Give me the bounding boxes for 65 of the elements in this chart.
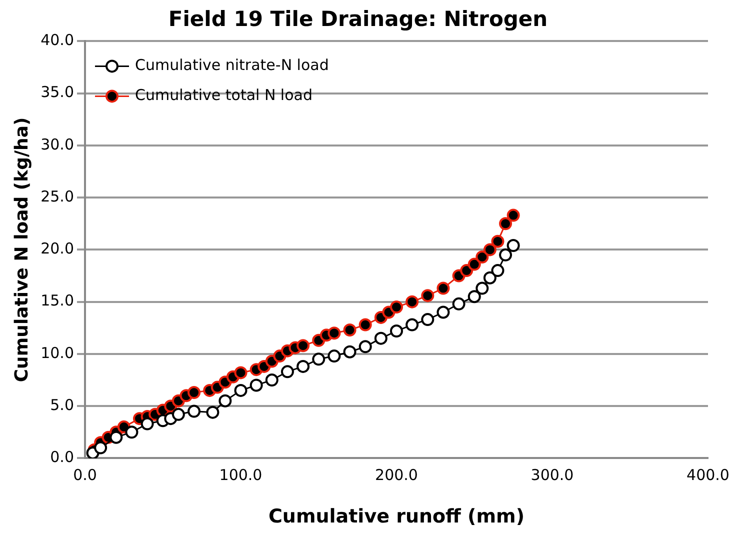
point — [476, 282, 489, 295]
point — [296, 360, 310, 373]
point — [499, 248, 512, 262]
y-tick-label: 40.0 — [40, 31, 74, 50]
x-tick-label: 400.0 — [686, 466, 730, 484]
point — [206, 406, 220, 419]
point — [390, 324, 403, 338]
x-tick-label: 100.0 — [219, 466, 262, 484]
point — [125, 426, 138, 439]
y-tick-label: 35.0 — [40, 83, 74, 102]
point — [358, 340, 372, 354]
point — [483, 243, 496, 256]
point — [491, 264, 504, 278]
point — [421, 289, 434, 302]
point — [172, 408, 185, 421]
point — [110, 430, 123, 444]
x-tick-label: 0.0 — [73, 466, 97, 484]
x-tick-label: 300.0 — [530, 466, 574, 484]
legend-label: Cumulative total N load — [135, 86, 312, 104]
y-tick-label: 30.0 — [40, 135, 74, 154]
y-axis-title: Cumulative N load (kg/ha) — [11, 117, 32, 382]
point — [452, 297, 466, 310]
y-tick-label: 15.0 — [40, 292, 74, 310]
point — [343, 345, 356, 358]
point — [265, 374, 278, 387]
point — [188, 386, 201, 400]
point — [343, 323, 356, 336]
x-axis-title: Cumulative runoff (mm) — [268, 506, 525, 528]
point — [468, 290, 481, 304]
point — [506, 239, 520, 252]
y-tick-label: 0.0 — [50, 448, 74, 466]
point — [250, 378, 263, 392]
point — [436, 306, 450, 319]
point — [374, 332, 388, 345]
point — [491, 234, 504, 248]
legend-label: Cumulative nitrate-N load — [135, 56, 329, 74]
point — [468, 258, 481, 271]
point — [406, 295, 419, 308]
point — [188, 404, 201, 418]
point — [390, 300, 403, 314]
point — [421, 313, 434, 326]
point — [218, 394, 232, 408]
point — [328, 350, 341, 363]
point — [358, 318, 372, 332]
point — [234, 366, 248, 380]
point — [328, 326, 341, 340]
point — [234, 384, 248, 397]
point — [312, 352, 326, 366]
y-tick-label: 25.0 — [40, 187, 74, 206]
point — [476, 250, 489, 264]
point — [483, 271, 496, 284]
point — [460, 264, 474, 278]
point — [296, 339, 310, 352]
point — [140, 417, 154, 430]
point — [436, 282, 450, 295]
y-tick-label: 20.0 — [40, 240, 74, 258]
point — [406, 318, 419, 332]
y-tick-label: 10.0 — [40, 344, 74, 362]
chart-title: Field 19 Tile Drainage: Nitrogen — [168, 7, 548, 32]
point — [506, 208, 520, 222]
point — [280, 365, 294, 378]
point — [499, 217, 512, 230]
x-tick-label: 200.0 — [375, 466, 418, 484]
y-tick-label: 5.0 — [50, 396, 74, 414]
point — [94, 441, 108, 454]
